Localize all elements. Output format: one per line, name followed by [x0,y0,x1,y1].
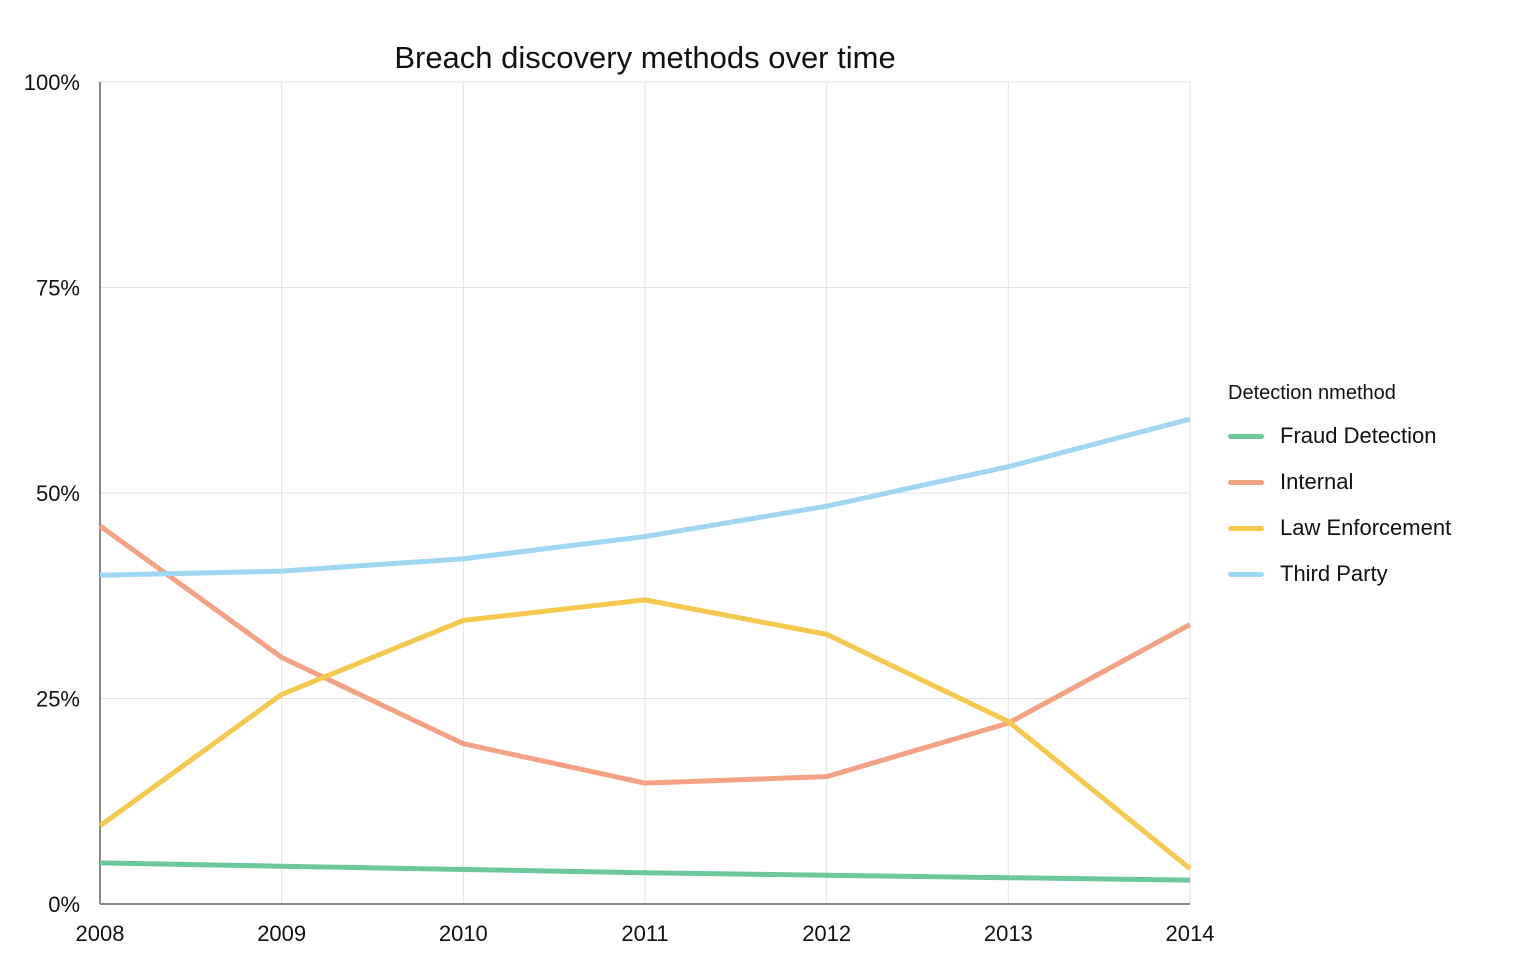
y-tick-label: 0% [48,892,80,917]
y-tick-label: 50% [36,481,80,506]
legend-label: Third Party [1280,561,1388,586]
x-tick-label: 2013 [984,921,1033,946]
x-tick-label: 2012 [802,921,851,946]
legend-swatch [1228,525,1264,531]
x-tick-label: 2008 [76,921,125,946]
legend-swatch [1228,479,1264,485]
series-line-fraud-detection [99,860,1191,883]
x-tick-label: 2009 [257,921,306,946]
y-tick-label: 25% [36,687,80,712]
legend-item: Internal [1228,459,1451,505]
y-tick-label: 75% [36,276,80,301]
x-tick-label: 2010 [439,921,488,946]
series-line-third-party [99,416,1191,578]
legend-item: Third Party [1228,551,1451,597]
x-tick-label: 2014 [1166,921,1215,946]
legend-swatch [1228,571,1264,577]
chart-title: Breach discovery methods over time [394,40,896,75]
legend-item: Fraud Detection [1228,413,1451,459]
x-tick-label: 2011 [621,921,668,946]
legend: Detection nmethod Fraud Detection Interna… [1228,382,1451,597]
legend-item: Law Enforcement [1228,505,1451,551]
series-line-law-enforcement [98,597,1192,871]
legend-title: Detection nmethod [1228,382,1396,404]
legend-label: Law Enforcement [1280,515,1452,540]
legend-label: Fraud Detection [1280,423,1437,448]
legend-swatch [1228,433,1264,439]
legend-label: Internal [1280,469,1354,494]
y-tick-label: 100% [24,70,80,95]
